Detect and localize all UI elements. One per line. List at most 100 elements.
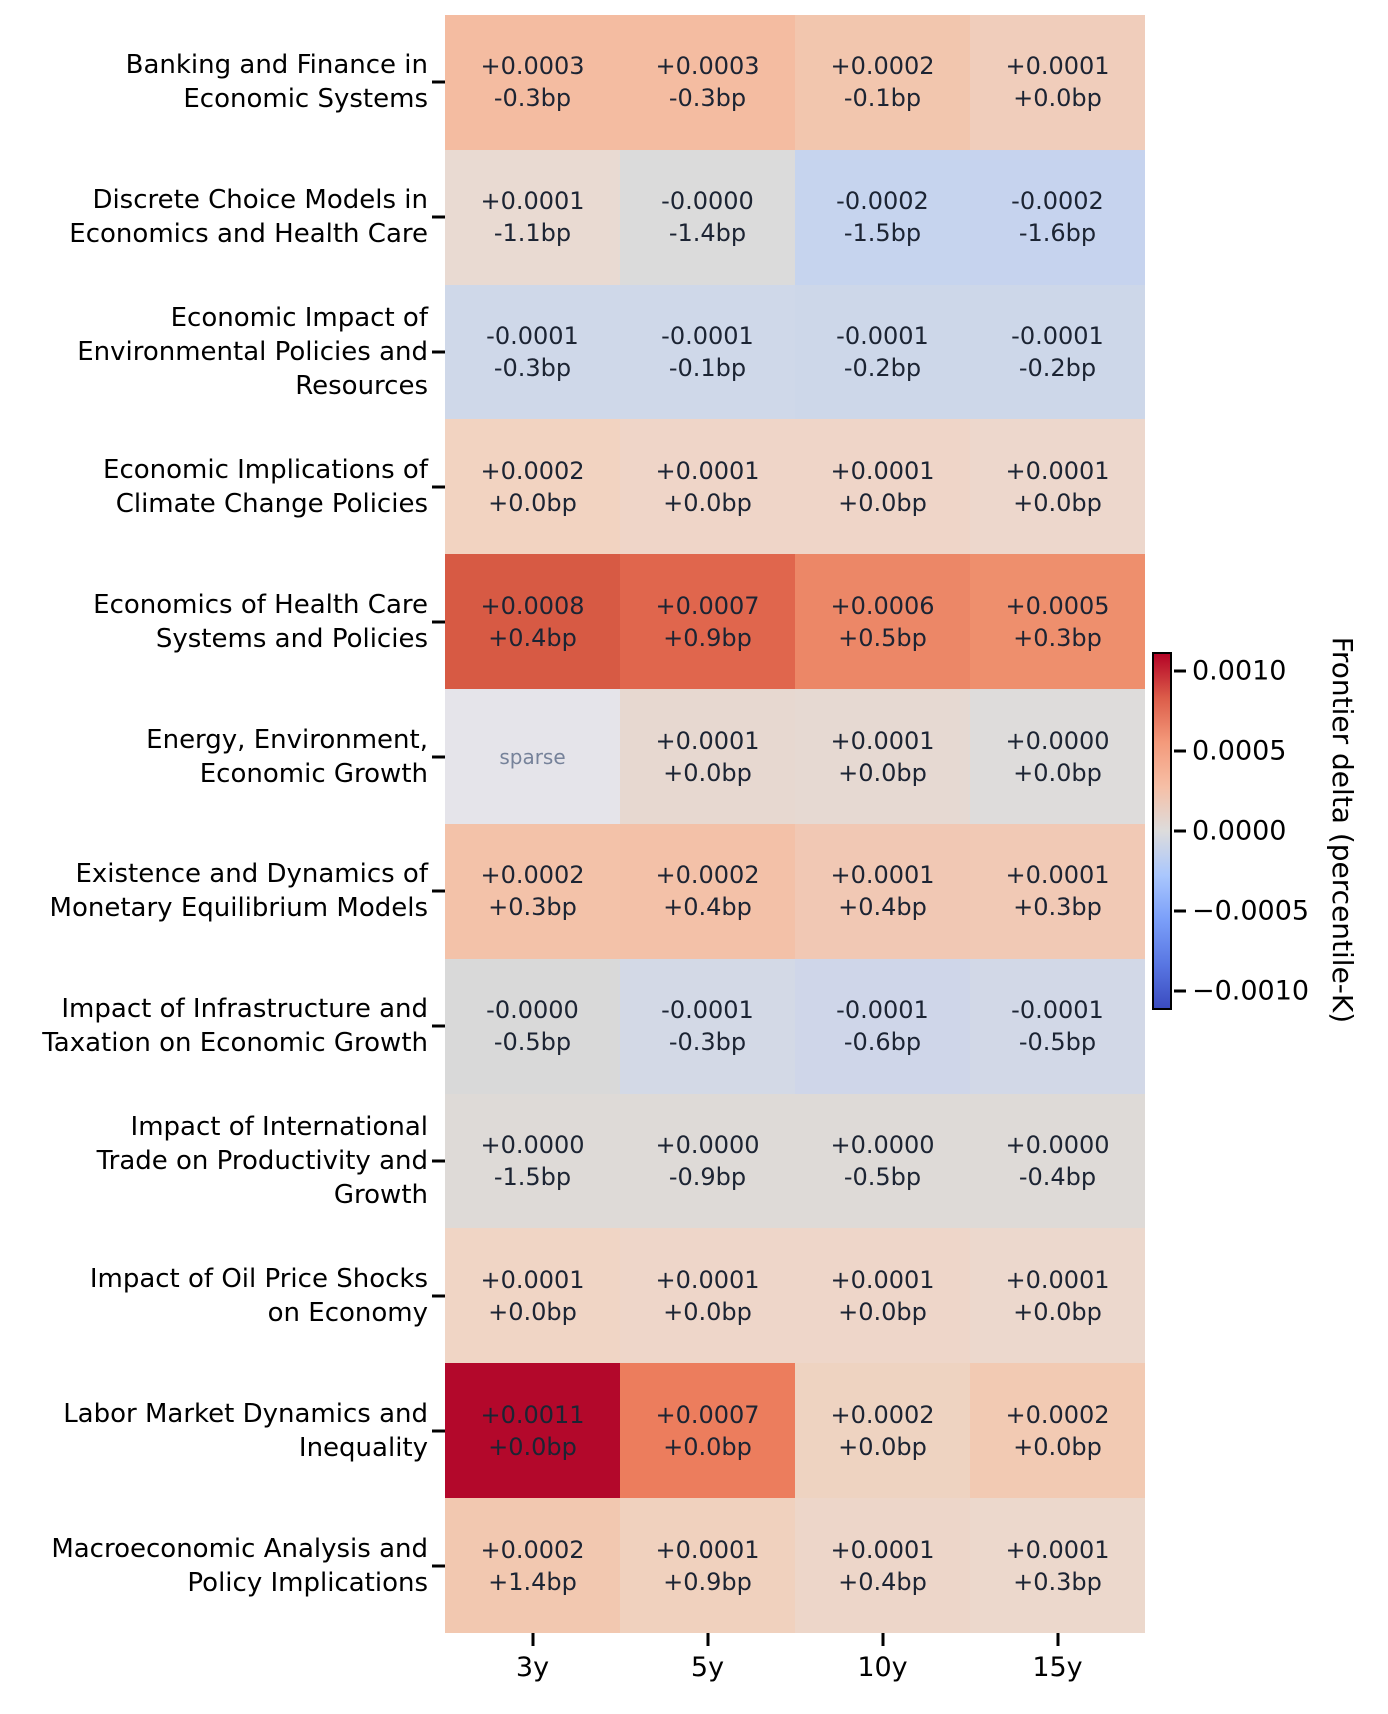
cell-value-bp: +0.3bp xyxy=(1013,623,1102,652)
row-label-line: Trade on Productivity and xyxy=(96,1146,428,1177)
cell-value-bp: -0.3bp xyxy=(493,354,572,383)
heatmap-cell: +0.0001 +0.0bp xyxy=(970,419,1145,555)
heatmap-cell: +0.0003 -0.3bp xyxy=(620,15,795,150)
cell-value-delta: +0.0000 xyxy=(1005,726,1110,755)
cell-value-bp: -0.6bp xyxy=(843,1028,922,1057)
y-tick xyxy=(432,1024,445,1028)
cell-value-bp: +0.3bp xyxy=(1013,893,1102,922)
cell-value-bp: +0.0bp xyxy=(1013,488,1102,517)
row-label: Discrete Choice Models in Economics and H… xyxy=(0,183,428,251)
cell-value-delta: +0.0001 xyxy=(830,1535,935,1564)
row-label-line: Economics of Health Care xyxy=(93,589,428,620)
cell-value-bp: +0.0bp xyxy=(663,1432,752,1461)
x-tick xyxy=(881,1633,884,1646)
heatmap-cell: -0.0001 -0.2bp xyxy=(795,284,970,420)
cell-value-delta: +0.0008 xyxy=(480,591,585,620)
colorbar-tick-label: −0.0005 xyxy=(1192,895,1310,927)
heatmap-cell: -0.0001 -0.1bp xyxy=(620,284,795,420)
cell-value-delta: +0.0001 xyxy=(480,1265,585,1294)
heatmap-cell: -0.0002 -1.5bp xyxy=(795,149,970,285)
heatmap-cell: +0.0000 +0.0bp xyxy=(970,689,1145,824)
cell-value-delta: +0.0001 xyxy=(480,187,585,216)
heatmap-cell: +0.0000 -0.5bp xyxy=(795,1093,970,1229)
row-label: Existence and Dynamics of Monetary Equili… xyxy=(0,857,428,925)
row-label: Banking and Finance in Economic Systems xyxy=(0,48,428,116)
x-tick-label: 10y xyxy=(857,1652,908,1683)
heatmap-cell: -0.0000 -1.4bp xyxy=(620,149,795,285)
heatmap-cell: +0.0002 +1.4bp xyxy=(445,1498,620,1633)
heatmap-cell: +0.0011 +0.0bp xyxy=(445,1363,620,1499)
y-tick xyxy=(432,215,445,219)
row-label-line: Monetary Equilibrium Models xyxy=(49,893,428,924)
heatmap-cell: +0.0003 -0.3bp xyxy=(445,15,620,150)
cell-value-bp: -0.1bp xyxy=(668,354,747,383)
colorbar-tick-label: 0.0010 xyxy=(1192,655,1287,687)
cell-value-delta: -0.0001 xyxy=(486,322,579,351)
heatmap-cell: +0.0007 +0.9bp xyxy=(620,554,795,690)
cell-value-bp: -1.1bp xyxy=(493,219,572,248)
x-tick xyxy=(706,1633,709,1646)
cell-value-bp: +0.9bp xyxy=(663,1567,752,1596)
cell-value-bp: +0.0bp xyxy=(838,488,927,517)
cell-value-delta: +0.0002 xyxy=(480,456,585,485)
heatmap-cell: -0.0000 -0.5bp xyxy=(445,958,620,1094)
cell-value-delta: +0.0001 xyxy=(655,1535,760,1564)
cell-value-bp: -1.6bp xyxy=(1018,219,1097,248)
row-label-line: Existence and Dynamics of xyxy=(75,859,428,890)
y-tick xyxy=(432,485,445,489)
heatmap-cell: +0.0001 -1.1bp xyxy=(445,149,620,285)
cell-value-bp: -1.5bp xyxy=(493,1163,572,1192)
cell-value-delta: +0.0001 xyxy=(1005,1265,1110,1294)
cell-value-bp: +0.4bp xyxy=(663,893,752,922)
heatmap-cell: +0.0001 +0.9bp xyxy=(620,1498,795,1633)
cell-value-bp: +0.0bp xyxy=(838,758,927,787)
cell-value-bp: +0.4bp xyxy=(488,623,577,652)
row-label-line: Banking and Finance in xyxy=(125,50,428,81)
cell-value-bp: -0.5bp xyxy=(843,1163,922,1192)
cell-value-bp: -1.5bp xyxy=(843,219,922,248)
cell-value-bp: +0.0bp xyxy=(1013,758,1102,787)
heatmap-cell: +0.0001 +0.3bp xyxy=(970,1498,1145,1633)
cell-value-delta: +0.0002 xyxy=(655,861,760,890)
row-label-line: Energy, Environment, xyxy=(146,724,428,755)
heatmap-cell: +0.0006 +0.5bp xyxy=(795,554,970,690)
cell-value-delta: +0.0002 xyxy=(830,52,935,81)
cell-value-bp: +0.0bp xyxy=(838,1297,927,1326)
cell-value-delta: -0.0000 xyxy=(661,187,754,216)
cell-value-bp: -0.2bp xyxy=(843,354,922,383)
row-label: Economics of Health Care Systems and Poli… xyxy=(0,588,428,656)
heatmap-cell: +0.0001 +0.4bp xyxy=(795,1498,970,1633)
heatmap-cell: +0.0001 +0.4bp xyxy=(795,823,970,959)
heatmap-cell: +0.0002 +0.0bp xyxy=(795,1363,970,1499)
row-label-line: Impact of Infrastructure and xyxy=(61,994,428,1025)
cell-value-delta: +0.0003 xyxy=(480,52,585,81)
cell-value-delta: +0.0001 xyxy=(655,1265,760,1294)
row-label-line: Climate Change Policies xyxy=(115,488,428,519)
cell-value-bp: -1.4bp xyxy=(668,219,747,248)
row-label-line: Economic Impact of xyxy=(170,303,428,334)
row-label-line: Economic Systems xyxy=(183,84,428,115)
heatmap-cell: +0.0000 -1.5bp xyxy=(445,1093,620,1229)
row-label-line: Systems and Policies xyxy=(155,623,428,654)
cell-value-delta: +0.0001 xyxy=(1005,861,1110,890)
cell-value-delta: +0.0003 xyxy=(655,52,760,81)
cell-value-bp: -0.5bp xyxy=(1018,1028,1097,1057)
cell-value-delta: +0.0001 xyxy=(655,456,760,485)
heatmap-cell: -0.0001 -0.2bp xyxy=(970,284,1145,420)
cell-value-bp: +0.5bp xyxy=(838,623,927,652)
cell-value-delta: +0.0001 xyxy=(830,726,935,755)
cell-value-bp: -0.3bp xyxy=(668,1028,747,1057)
row-label: Economic Impact of Environmental Policies… xyxy=(0,301,428,403)
row-label-line: Macroeconomic Analysis and xyxy=(51,1533,428,1564)
cell-value-delta: +0.0000 xyxy=(655,1131,760,1160)
cell-value-bp: +0.3bp xyxy=(488,893,577,922)
colorbar-tick xyxy=(1174,989,1186,993)
heatmap-cell: +0.0000 -0.4bp xyxy=(970,1093,1145,1229)
row-label-line: Resources xyxy=(295,371,428,402)
heatmap-cell: +0.0002 +0.0bp xyxy=(970,1363,1145,1499)
row-label-line: Economics and Health Care xyxy=(69,219,428,250)
row-label-line: on Economy xyxy=(267,1297,428,1328)
cell-value-bp: +0.4bp xyxy=(838,893,927,922)
cell-value-delta: +0.0001 xyxy=(1005,456,1110,485)
heatmap-cell: +0.0001 +0.3bp xyxy=(970,823,1145,959)
